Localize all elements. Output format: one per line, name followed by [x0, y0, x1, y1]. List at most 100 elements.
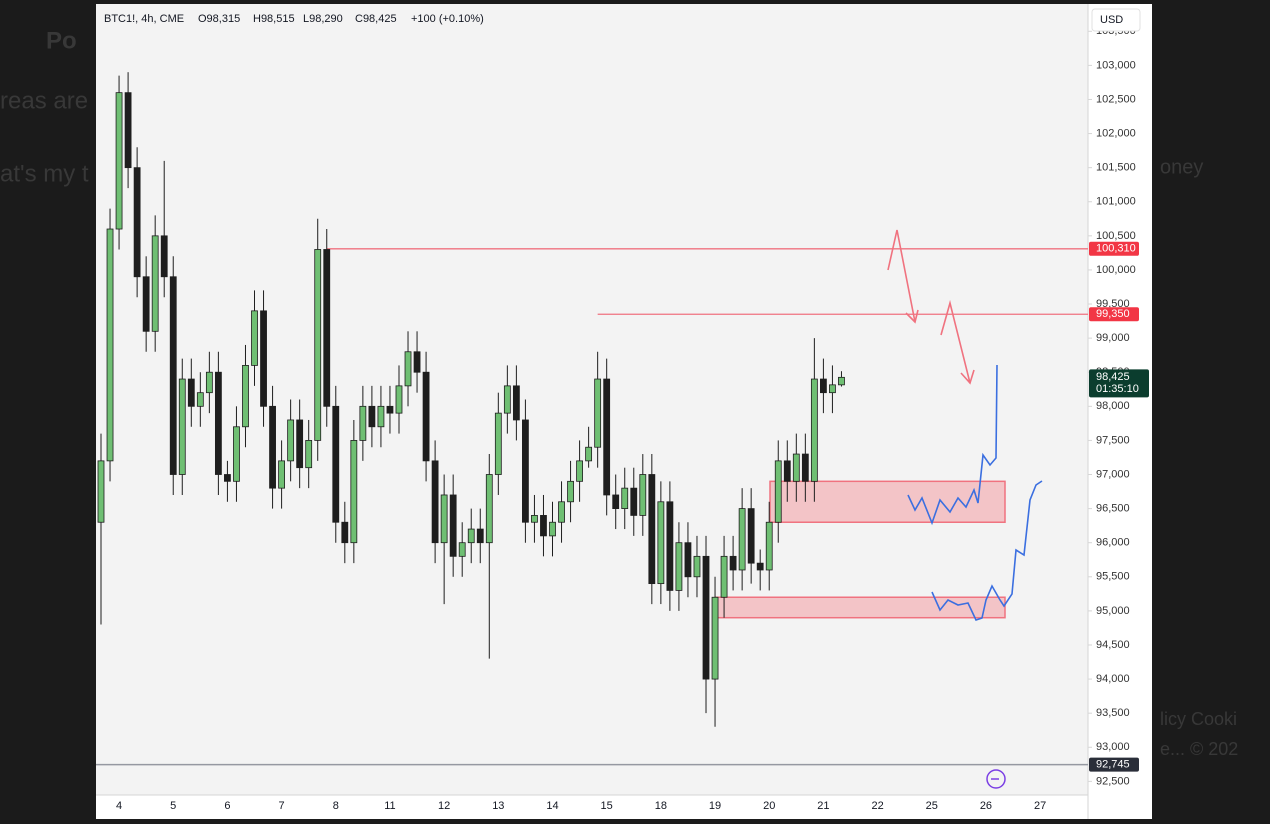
- candle-body: [169, 276, 177, 475]
- candle-body: [386, 405, 394, 414]
- x-tick-label: 13: [492, 800, 504, 812]
- candle-body: [567, 480, 574, 503]
- candle-body: [594, 378, 602, 448]
- candle-body: [242, 365, 249, 428]
- change: +100 (+0.10%): [411, 13, 484, 25]
- candle-body: [774, 460, 782, 523]
- candle-body: [269, 405, 276, 489]
- x-tick-label: 19: [709, 800, 721, 812]
- y-tick-label: 93,500: [1096, 707, 1130, 719]
- bg-text: Po: [46, 27, 77, 54]
- currency: USD: [1100, 14, 1123, 26]
- candle-body: [287, 419, 295, 462]
- currency-box[interactable]: [1091, 8, 1141, 32]
- candle-body: [838, 376, 845, 386]
- candle-body: [323, 249, 331, 407]
- candle-body: [630, 487, 638, 516]
- y-tick-label: 102,000: [1096, 127, 1136, 139]
- candle-body: [657, 501, 665, 585]
- x-tick-label: 5: [170, 800, 176, 812]
- arrow: [940, 299, 971, 384]
- symbol: BTC1!, 4h, CME: [104, 13, 184, 25]
- candle-body: [765, 521, 773, 571]
- candle-body: [151, 235, 159, 332]
- candle-body: [558, 501, 565, 523]
- y-tick-label: 96,500: [1096, 503, 1130, 515]
- candle-body: [756, 562, 764, 571]
- candle-body: [260, 310, 267, 407]
- y-tick-label: 101,000: [1096, 196, 1136, 208]
- projection-line: [931, 480, 1043, 621]
- last-price-box: [1089, 369, 1149, 398]
- y-tick-label: 94,000: [1096, 673, 1130, 685]
- price-label: 100,310: [1096, 243, 1136, 255]
- candle-body: [404, 351, 412, 387]
- candle-body: [829, 384, 836, 394]
- zone: [715, 596, 1006, 619]
- candle-body: [133, 167, 141, 278]
- candle-body: [305, 440, 313, 469]
- arrow: [887, 229, 916, 323]
- candle-body: [368, 405, 376, 428]
- x-tick-label: 6: [224, 800, 230, 812]
- candle-body: [603, 378, 611, 496]
- candle-body: [377, 405, 385, 428]
- candle-body: [639, 474, 647, 516]
- y-tick-label: 99,500: [1096, 298, 1130, 310]
- candle-body: [178, 378, 186, 475]
- countdown: 01:35:10: [1096, 383, 1139, 395]
- arrowhead: [905, 309, 919, 324]
- candle-body: [494, 412, 502, 475]
- candle-body: [214, 371, 222, 475]
- candle-body: [115, 92, 123, 230]
- candle-body: [422, 371, 430, 462]
- candle-body: [296, 419, 304, 469]
- candle-body: [576, 460, 583, 482]
- bg-text: at's my t: [0, 160, 89, 187]
- x-tick-label: 20: [763, 800, 775, 812]
- last-price-label: 98,425: [1096, 371, 1130, 383]
- y-tick-label: 97,000: [1096, 468, 1130, 480]
- candle-body: [612, 494, 620, 510]
- candle-body: [675, 542, 683, 591]
- bg-text: licy Cooki: [1160, 709, 1237, 729]
- y-tick-label: 94,500: [1096, 639, 1130, 651]
- y-tick-label: 98,000: [1096, 400, 1130, 412]
- candle-body: [314, 249, 322, 441]
- candle-body: [224, 474, 231, 482]
- candle-body: [711, 596, 719, 680]
- candle-body: [341, 521, 349, 544]
- candle-body: [810, 378, 818, 482]
- price-label: 99,350: [1096, 308, 1130, 320]
- candle-body: [738, 508, 746, 571]
- candle-body: [684, 542, 692, 578]
- candle-body: [729, 555, 737, 571]
- bg-text: e... © 202: [1160, 739, 1238, 759]
- x-tick-label: 8: [333, 800, 339, 812]
- x-tick-label: 18: [655, 800, 667, 812]
- candle-body: [666, 501, 674, 591]
- ohlc: H98,515: [253, 13, 295, 25]
- replay-icon[interactable]: [986, 769, 1006, 789]
- candle-body: [503, 385, 511, 414]
- price-label-box: [1089, 241, 1139, 256]
- x-tick-label: 22: [871, 800, 883, 812]
- x-tick-label: 26: [980, 800, 992, 812]
- candle-body: [413, 351, 421, 373]
- x-tick-label: 21: [817, 800, 829, 812]
- x-tick-label: 15: [601, 800, 613, 812]
- candle-body: [747, 508, 755, 564]
- candle-body: [251, 310, 258, 366]
- price-label-box: [1089, 307, 1139, 322]
- candle-body: [350, 440, 358, 544]
- y-tick-label: 100,500: [1096, 230, 1136, 242]
- candle-body: [205, 371, 213, 394]
- projection-line: [907, 364, 998, 526]
- candle-body: [820, 378, 827, 394]
- candle-body: [278, 460, 286, 489]
- ohlc: C98,425: [355, 13, 397, 25]
- price-label-box: [1089, 757, 1139, 772]
- y-tick-label: 100,000: [1096, 264, 1136, 276]
